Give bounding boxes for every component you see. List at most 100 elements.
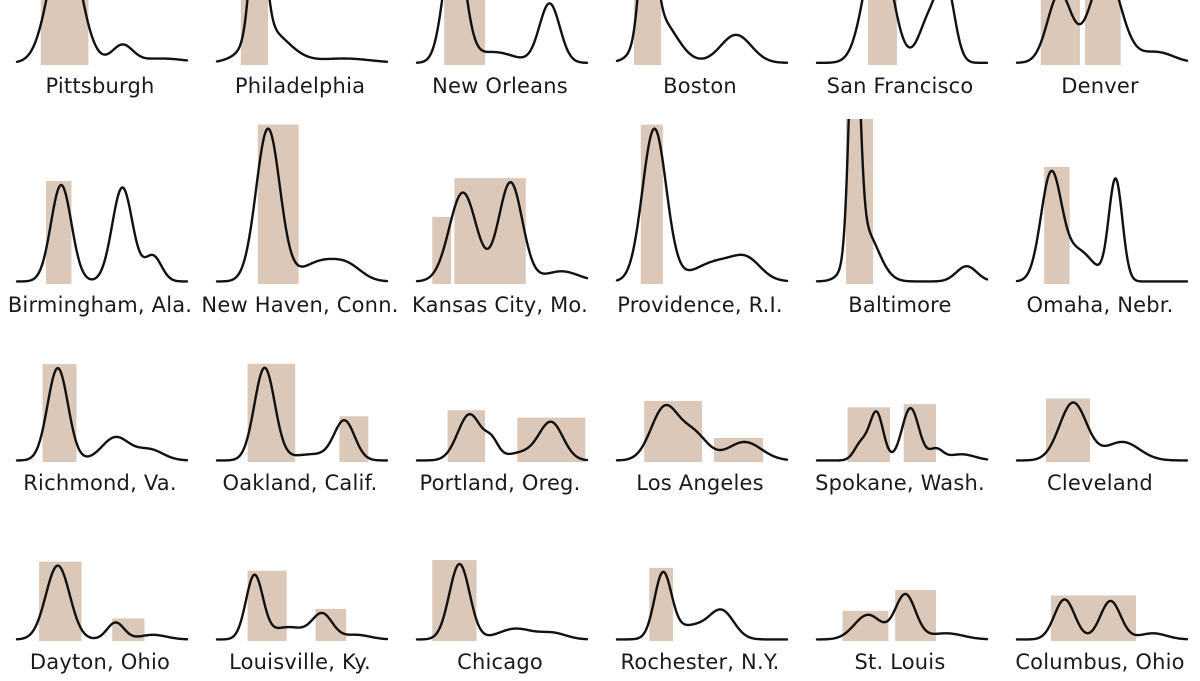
distribution-curve	[215, 127, 389, 283]
panel-denver: Denver	[1000, 0, 1200, 105]
sparkline-spokane-wash	[815, 404, 989, 462]
panel-philadelphia: Philadelphia	[200, 0, 400, 105]
distribution-curve	[815, 0, 989, 65]
panel-omaha-nebr: Omaha, Nebr.	[1000, 119, 1200, 324]
distribution-curve	[15, 183, 189, 283]
highlight-band-1	[432, 216, 451, 284]
panel-birmingham-ala: Birmingham, Ala.	[0, 119, 200, 324]
distribution-curve	[415, 412, 589, 462]
distribution-curve	[1015, 401, 1189, 462]
panel-los-angeles: Los Angeles	[600, 362, 800, 502]
panel-label: Columbus, Ohio	[1015, 650, 1185, 674]
sparkline-cleveland	[1015, 398, 1189, 462]
highlight-band-1	[447, 410, 485, 462]
panel-baltimore: Baltimore	[800, 119, 1000, 324]
sparkline-st-louis	[815, 589, 989, 641]
sparkline-boston	[615, 0, 789, 65]
highlight-band-1	[1040, 0, 1080, 65]
panel-label: Kansas City, Mo.	[412, 293, 588, 317]
panel-label: Richmond, Va.	[23, 471, 177, 495]
highlight-band-1	[444, 0, 485, 66]
highlight-band-1	[257, 124, 299, 284]
panel-portland-oreg: Portland, Oreg.	[400, 362, 600, 502]
sparkline-richmond-va	[15, 364, 189, 462]
panel-label: St. Louis	[854, 650, 946, 674]
distribution-curve	[815, 592, 989, 641]
distribution-curve	[615, 0, 789, 64]
sparkline-rochester-n-y	[615, 567, 789, 641]
sparkline-columbus-ohio	[1015, 595, 1189, 641]
panel-label: Cleveland	[1047, 471, 1153, 495]
panel-st-louis: St. Louis	[800, 541, 1000, 681]
panel-new-haven-conn: New Haven, Conn.	[200, 119, 400, 324]
sparkline-portland-oreg	[415, 410, 589, 462]
highlight-band-1	[1045, 398, 1091, 462]
distribution-curve	[615, 127, 789, 283]
panel-richmond-va: Richmond, Va.	[0, 362, 200, 502]
panel-label: Omaha, Nebr.	[1026, 293, 1174, 317]
panel-label: Chicago	[457, 650, 543, 674]
highlight-band-1	[845, 119, 874, 284]
sparkline-kansas-city-mo	[415, 178, 589, 284]
distribution-curve	[815, 406, 989, 462]
panel-kansas-city-mo: Kansas City, Mo.	[400, 119, 600, 324]
highlight-band-1	[39, 561, 82, 641]
panel-label: Spokane, Wash.	[815, 471, 985, 495]
distribution-curve	[215, 573, 389, 641]
sparkline-pittsburgh	[15, 0, 189, 65]
sparkline-chicago	[415, 560, 589, 641]
panel-label: San Francisco	[826, 74, 974, 98]
panel-label: Baltimore	[848, 293, 952, 317]
highlight-band-1	[247, 363, 296, 462]
sparkline-louisville-ky	[215, 570, 389, 641]
panel-spokane-wash: Spokane, Wash.	[800, 362, 1000, 502]
sparkline-san-francisco	[815, 0, 989, 65]
panel-chicago: Chicago	[400, 541, 600, 681]
distribution-curve	[1015, 598, 1189, 641]
distribution-curve	[15, 366, 189, 462]
highlight-band-2	[315, 608, 347, 641]
panel-boston: Boston	[600, 0, 800, 105]
distribution-curve	[615, 570, 789, 641]
distribution-curve	[415, 562, 589, 641]
panel-columbus-ohio: Columbus, Ohio	[1000, 541, 1200, 681]
panel-providence-r-i: Providence, R.I.	[600, 119, 800, 324]
highlight-band-1	[1051, 595, 1136, 641]
highlight-band-1	[240, 0, 268, 65]
highlight-band-1	[42, 364, 77, 462]
panel-label: Boston	[663, 74, 737, 98]
sparkline-baltimore	[815, 119, 989, 284]
panel-label: New Haven, Conn.	[201, 293, 399, 317]
highlight-band-1	[649, 567, 674, 641]
highlight-band-1	[868, 0, 897, 65]
distribution-curve	[615, 403, 789, 462]
distribution-curve	[415, 0, 589, 64]
panel-label: Dayton, Ohio	[29, 650, 171, 674]
distribution-curve	[1015, 0, 1189, 64]
sparkline-new-orleans	[415, 0, 589, 66]
highlight-band-1	[40, 0, 89, 65]
panel-dayton-ohio: Dayton, Ohio	[0, 541, 200, 681]
distribution-curve	[415, 180, 589, 283]
sparkline-dayton-ohio	[15, 561, 189, 641]
panel-label: Providence, R.I.	[617, 293, 783, 317]
panel-pittsburgh: Pittsburgh	[0, 0, 200, 105]
panel-san-francisco: San Francisco	[800, 0, 1000, 105]
panel-louisville-ky: Louisville, Ky.	[200, 541, 400, 681]
panel-label: Oakland, Calif.	[222, 471, 378, 495]
sparkline-philadelphia	[215, 0, 389, 65]
sparkline-providence-r-i	[615, 124, 789, 285]
sparkline-new-haven-conn	[215, 124, 389, 284]
panel-label: Louisville, Ky.	[229, 650, 371, 674]
distribution-curve	[215, 0, 389, 63]
panel-label: Portland, Oreg.	[419, 471, 581, 495]
distribution-curve	[15, 0, 189, 64]
panel-label: Philadelphia	[234, 74, 366, 98]
sparkline-los-angeles	[615, 401, 789, 462]
distribution-curve	[215, 366, 389, 462]
highlight-band-2	[1085, 0, 1121, 65]
panel-label: Rochester, N.Y.	[620, 650, 780, 674]
highlight-band-1	[634, 0, 662, 65]
highlight-band-1	[247, 570, 287, 641]
